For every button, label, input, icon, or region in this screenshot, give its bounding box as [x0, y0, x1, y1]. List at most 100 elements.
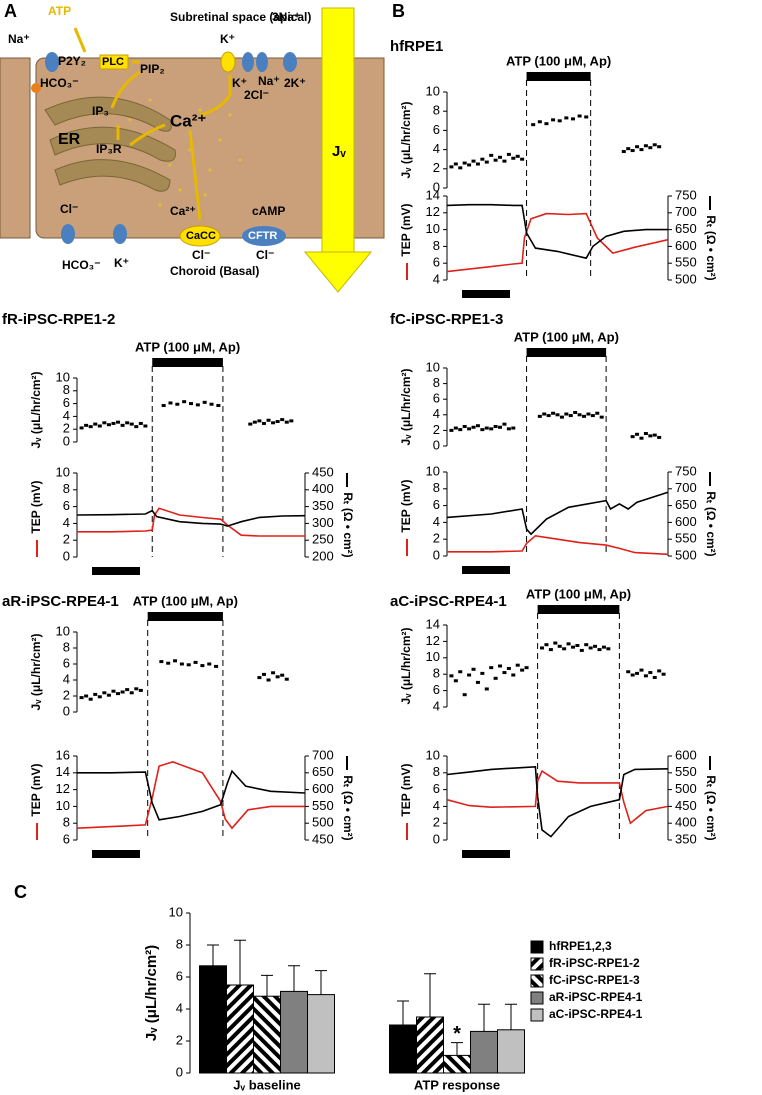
jv-point — [189, 402, 193, 406]
tick-label: 250 — [312, 532, 334, 547]
jv-arrow-head — [303, 251, 373, 293]
label: K⁺ — [232, 76, 247, 90]
jv-point — [480, 671, 485, 675]
time-scale-bar — [462, 850, 510, 858]
rt-line — [446, 491, 669, 536]
jv-point — [266, 418, 271, 422]
jv-point — [134, 425, 139, 429]
jv-point — [544, 122, 549, 126]
jv-point — [542, 412, 547, 416]
jv-point — [484, 426, 489, 430]
jv-point — [643, 674, 648, 678]
axis-label: TEP (mV) — [399, 203, 413, 256]
jv-point — [515, 663, 520, 667]
legend-swatch — [530, 1008, 544, 1022]
tick-label: 0 — [176, 1064, 183, 1079]
time-scale-bar — [92, 567, 140, 575]
jv-point — [511, 673, 516, 677]
jv-point — [120, 423, 125, 427]
jv-point — [498, 664, 503, 668]
transporter — [283, 52, 297, 72]
error-bar — [288, 965, 300, 992]
jv-point — [498, 425, 503, 429]
tick-label: 10 — [56, 623, 70, 638]
error-bar — [451, 1042, 463, 1056]
tick-label: 4 — [433, 514, 440, 529]
panel-letter: C — [14, 882, 27, 902]
tick-label: 8 — [433, 238, 440, 253]
tick-label: 750 — [675, 187, 697, 202]
jv-point — [116, 692, 121, 696]
rt-line — [77, 769, 306, 821]
jv-point — [584, 643, 589, 647]
tick-label: 2 — [63, 421, 70, 436]
jv-point — [579, 648, 584, 652]
tep-line — [446, 212, 669, 273]
tick-label: 400 — [675, 815, 697, 830]
tick-label: 14 — [426, 187, 440, 202]
annotation: ATP (100 μM, Ap) — [133, 593, 238, 608]
jv-point — [475, 162, 480, 166]
jv-point — [540, 646, 545, 650]
rt-line — [446, 765, 669, 838]
jv-point — [120, 690, 125, 694]
jv-point — [168, 401, 173, 405]
tick-label: 550 — [675, 255, 697, 270]
tick-label: 6 — [433, 391, 440, 406]
transporter — [256, 52, 268, 72]
jv-point — [570, 117, 575, 121]
tick-label: 4 — [433, 406, 440, 421]
error-bar — [478, 1003, 490, 1032]
transporter — [61, 224, 75, 244]
jv-point — [621, 150, 626, 154]
jv-point — [458, 166, 463, 170]
tick-label: 8 — [176, 936, 183, 951]
jv-point — [652, 143, 657, 147]
jv-point — [597, 648, 602, 652]
axis-label: Jᵥ (μL/hr/cm²) — [143, 945, 160, 1041]
tick-label: 2 — [433, 531, 440, 546]
jv-point — [493, 676, 498, 680]
label: PIP₂ — [140, 62, 165, 76]
jv-point — [289, 419, 294, 423]
bar — [199, 965, 227, 1074]
legend-label: fR-iPSC-RPE1-2 — [549, 956, 640, 970]
jv-point — [134, 687, 139, 691]
rt-line — [76, 509, 306, 527]
jv-point — [489, 427, 494, 431]
tick-label: 10 — [426, 359, 440, 374]
transporter — [113, 224, 127, 244]
axis-label: Rₜ (Ω • cm²) — [704, 491, 718, 556]
tick-label: 450 — [312, 464, 334, 479]
transporter — [242, 52, 254, 72]
rt-line — [446, 203, 668, 260]
jv-point — [471, 425, 476, 429]
tick-label: 8 — [433, 666, 440, 681]
tick-label: 10 — [426, 649, 440, 664]
legend-label: aR-iPSC-RPE4-1 — [549, 990, 643, 1004]
jv-point — [493, 158, 498, 162]
cacc — [179, 225, 221, 247]
jv-point — [138, 421, 143, 425]
tick-label: 4 — [433, 141, 440, 156]
label: Ca²⁺ — [170, 204, 196, 218]
tick-label: 0 — [433, 831, 440, 846]
jv-point — [489, 666, 494, 670]
jv-point — [271, 421, 276, 425]
jv-point — [515, 154, 520, 158]
tick-label: 12 — [426, 633, 440, 648]
x-tick-label: Jᵥ baseline — [233, 1077, 301, 1092]
jv-point — [575, 644, 580, 647]
axis-label: Jᵥ (μL/hr/cm²) — [399, 101, 413, 178]
jv-point — [207, 662, 212, 666]
jv-point — [462, 161, 467, 165]
tick-label: 650 — [675, 221, 697, 236]
jv-point — [657, 669, 662, 673]
axis-label: Rₜ (Ω • cm²) — [704, 215, 718, 280]
label: Choroid (Basal) — [170, 264, 259, 278]
jv-point — [453, 679, 458, 683]
tick-label: 700 — [312, 747, 334, 762]
jv-point — [489, 153, 494, 157]
jv-point — [179, 662, 184, 666]
jv-point — [93, 692, 98, 696]
